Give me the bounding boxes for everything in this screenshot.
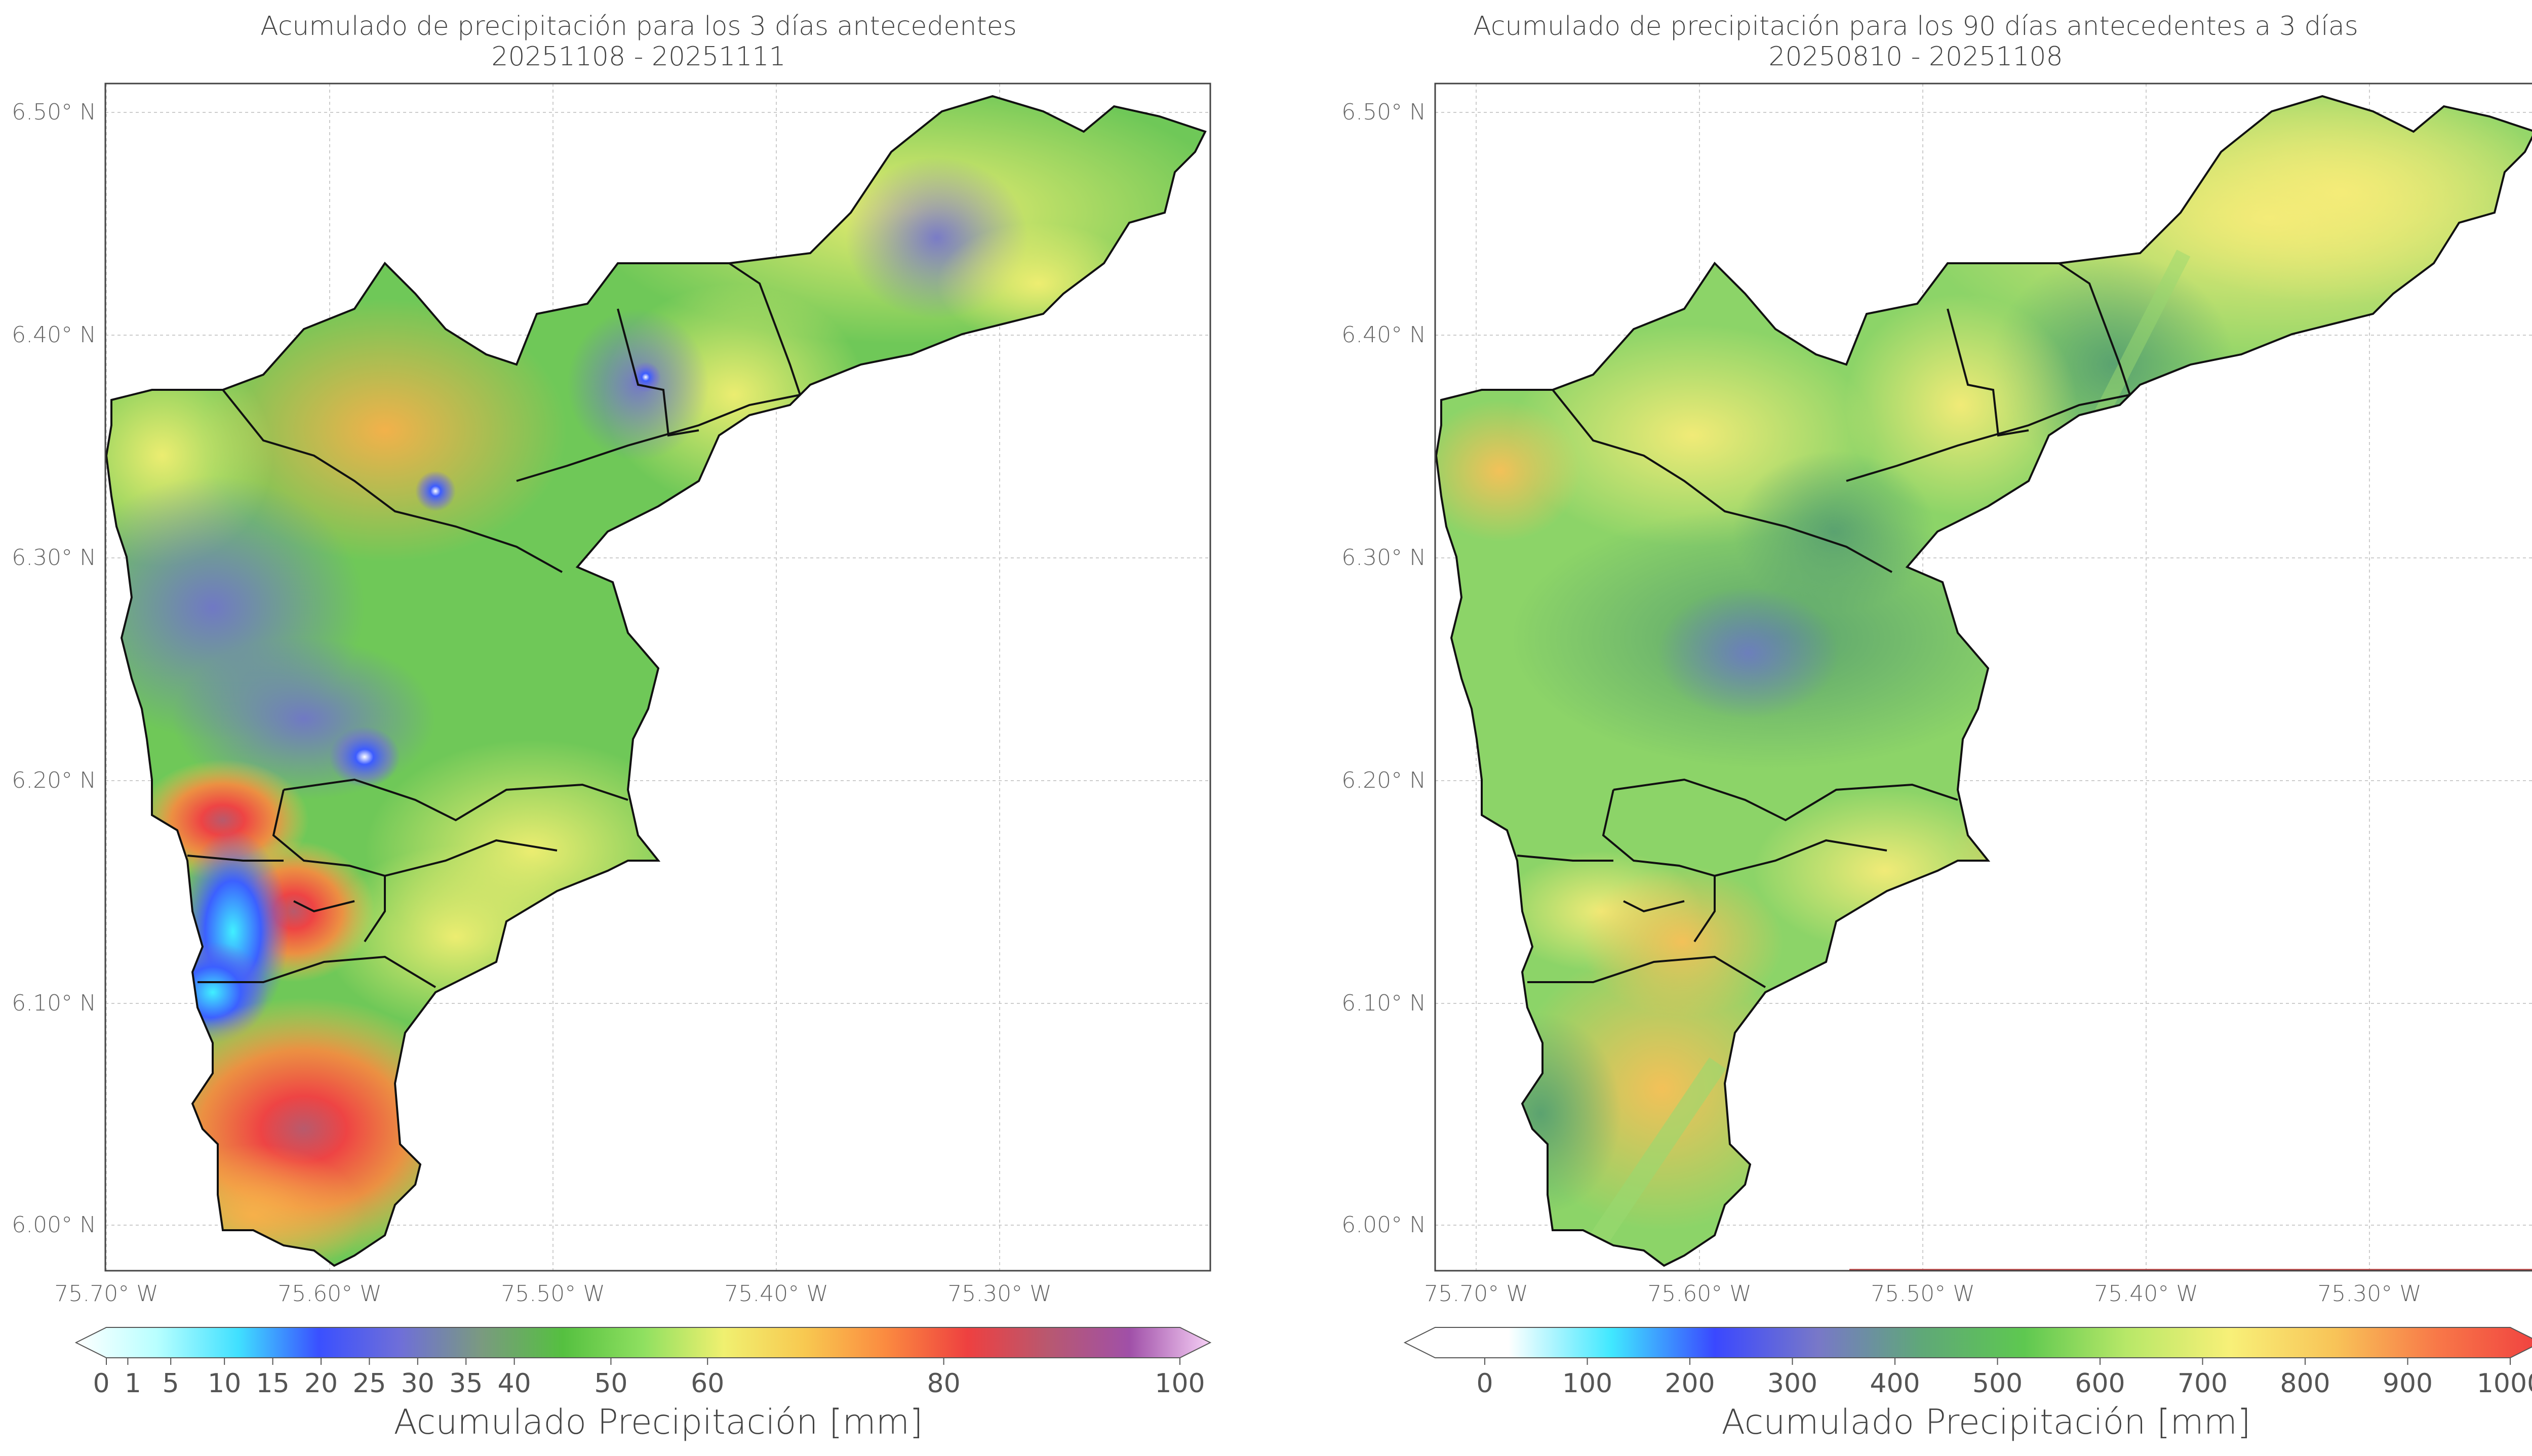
left-colorbar: 0 1 5 10 15 20 25 30 35 40 50 60 80 100 Acumulado Pre…: [74, 1327, 1212, 1442]
right-colorbar-title: Acumulado Precipitación [mm]: [1721, 1402, 2250, 1442]
left-title-line2: 20251108 - 20251111: [491, 42, 786, 72]
left-colorbar-ticks: 0 1 5 10 15 20 25 30 35 40 50 60 80 100: [93, 1358, 1205, 1399]
right-colorbar-ticks: 0 100 200 300 400 500 600 700 800 900 1000: [1476, 1358, 2532, 1399]
right-lon-labels: 75.70° W 75.60° W 75.50° W 75.40° W 75.3…: [1424, 1281, 2421, 1307]
right-lon-label: 75.40° W: [2094, 1281, 2198, 1307]
colorbar-tick-label: 800: [2280, 1368, 2330, 1399]
right-lat-label: 6.00° N: [1341, 1212, 1426, 1238]
right-colorbar: 0 100 200 300 400 500 600 700 800 900 1000 Acumula…: [1403, 1327, 2532, 1442]
left-lat-label: 6.40° N: [12, 322, 96, 348]
colorbar-tick-label: 35: [449, 1368, 483, 1399]
right-precip-field: [1436, 96, 2532, 1266]
colorbar-tick-label: 700: [2178, 1368, 2228, 1399]
right-title-line1: Acumulado de precipitación para los 90 d…: [1473, 11, 2358, 42]
left-axes-frame: [104, 83, 1211, 1272]
left-title-line1: Acumulado de precipitación para los 3 dí…: [260, 11, 1017, 42]
left-lon-label: 75.40° W: [724, 1281, 828, 1307]
colorbar-tick-label: 900: [2383, 1368, 2433, 1399]
right-lat-label: 6.40° N: [1341, 322, 1426, 348]
right-colorbar-bar: [1403, 1327, 2532, 1358]
colorbar-tick-label: 5: [163, 1368, 179, 1399]
left-lon-labels: 75.70° W 75.60° W 75.50° W 75.40° W 75.3…: [54, 1281, 1051, 1307]
colorbar-tick-label: 40: [498, 1368, 531, 1399]
left-lon-label: 75.70° W: [54, 1281, 158, 1307]
colorbar-tick-label: 300: [1767, 1368, 1817, 1399]
right-lon-label: 75.30° W: [2317, 1281, 2421, 1307]
colorbar-tick-label: 200: [1665, 1368, 1715, 1399]
right-lat-label: 6.20° N: [1341, 767, 1426, 793]
colorbar-tick-label: 500: [1972, 1368, 2023, 1399]
right-lat-label: 6.30° N: [1341, 545, 1426, 571]
right-title-line2: 20250810 - 20251108: [1768, 42, 2063, 72]
right-lat-labels: 6.50° N 6.40° N 6.30° N 6.20° N 6.10° N …: [1341, 99, 1426, 1238]
right-lon-label: 75.50° W: [1871, 1281, 1974, 1307]
colorbar-tick-label: 600: [2075, 1368, 2125, 1399]
colorbar-tick-label: 15: [256, 1368, 290, 1399]
right-municipal-boundaries: [1517, 262, 2131, 988]
left-colorbar-bar: [74, 1327, 1212, 1358]
left-lon-label: 75.30° W: [947, 1281, 1051, 1307]
right-map-svg: 6.50° N 6.40° N 6.30° N 6.20° N 6.10° N …: [1341, 83, 2532, 1442]
left-map-panel: Acumulado de precipitación para los 3 dí…: [12, 11, 1212, 1442]
colorbar-tick-label: 80: [927, 1368, 961, 1399]
colorbar-tick-label: 1: [125, 1368, 141, 1399]
colorbar-tick-label: 20: [304, 1368, 338, 1399]
colorbar-tick-label: 25: [352, 1368, 386, 1399]
left-lat-label: 6.10° N: [12, 990, 96, 1016]
left-colorbar-title: Acumulado Precipitación [mm]: [393, 1402, 923, 1442]
colorbar-tick-label: 0: [1476, 1368, 1493, 1399]
right-lat-label: 6.10° N: [1341, 990, 1426, 1016]
colorbar-tick-label: 10: [208, 1368, 241, 1399]
left-lat-label: 6.30° N: [12, 545, 96, 571]
right-lon-label: 75.60° W: [1647, 1281, 1751, 1307]
left-map-svg: 6.50° N 6.40° N 6.30° N 6.20° N 6.10° N …: [12, 83, 1212, 1442]
colorbar-tick-label: 50: [594, 1368, 627, 1399]
left-precip-field: [106, 96, 1205, 1266]
left-lat-labels: 6.50° N 6.40° N 6.30° N 6.20° N 6.10° N …: [12, 99, 96, 1238]
right-map-panel: Acumulado de precipitación para los 90 d…: [1277, 0, 2532, 1456]
left-lon-label: 75.60° W: [278, 1281, 381, 1307]
colorbar-tick-label: 400: [1870, 1368, 1920, 1399]
colorbar-tick-label: 100: [1562, 1368, 1612, 1399]
colorbar-tick-label: 100: [1155, 1368, 1205, 1399]
right-lon-label: 75.70° W: [1424, 1281, 1528, 1307]
right-axes-frame: [1434, 83, 2532, 1272]
left-lat-label: 6.00° N: [12, 1212, 96, 1238]
left-municipal-boundaries: [187, 262, 801, 988]
left-lon-label: 75.50° W: [501, 1281, 605, 1307]
colorbar-tick-label: 0: [93, 1368, 109, 1399]
right-lat-label: 6.50° N: [1341, 99, 1426, 125]
colorbar-tick-label: 30: [401, 1368, 434, 1399]
colorbar-tick-label: 60: [691, 1368, 724, 1399]
left-lat-label: 6.20° N: [12, 767, 96, 793]
left-lat-label: 6.50° N: [12, 99, 96, 125]
colorbar-tick-label: 1000: [2477, 1368, 2532, 1399]
